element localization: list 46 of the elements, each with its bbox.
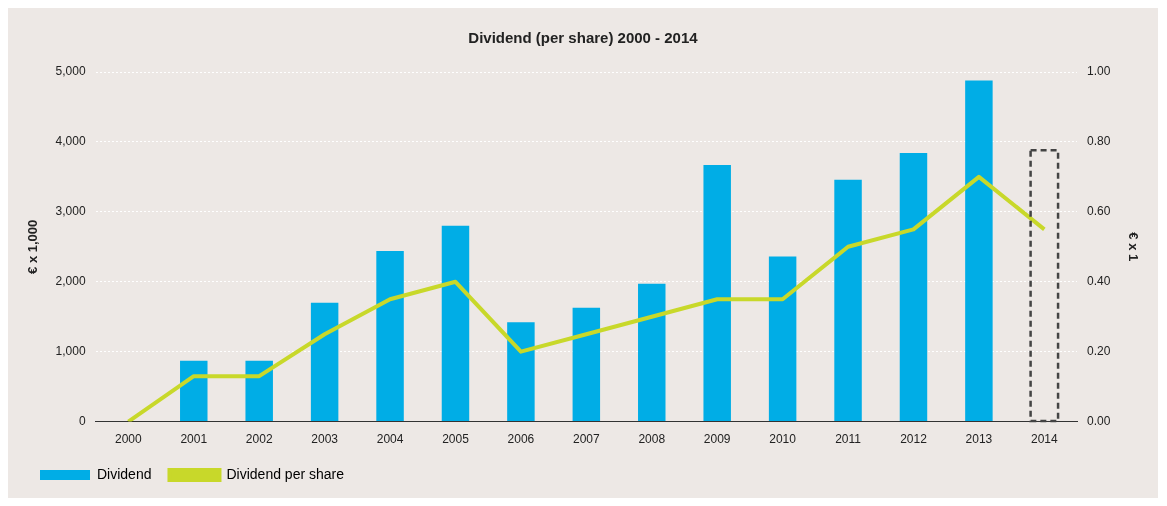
x-tick-label: 2008 <box>638 432 666 447</box>
x-tick-label: 2003 <box>311 432 339 447</box>
bar <box>768 256 797 422</box>
x-tick-label: 2005 <box>442 432 470 447</box>
legend-label: Dividend per share <box>226 465 345 482</box>
y-tick-label: 3,000 <box>55 204 86 219</box>
y-tick-label: 0 <box>78 413 86 428</box>
bar <box>507 322 535 422</box>
y2-tick-label: 1.00 <box>1087 64 1111 79</box>
bar <box>834 179 862 422</box>
x-tick-label: 2006 <box>507 432 535 447</box>
y2-tick-label: 0.20 <box>1087 343 1111 358</box>
bar <box>310 302 339 422</box>
bar <box>245 360 273 422</box>
bar <box>180 360 208 422</box>
x-tick-label: 2007 <box>572 432 601 447</box>
bar <box>1029 149 1060 423</box>
x-tick-label: 2000 <box>114 432 143 447</box>
x-tick-label: 2010 <box>769 432 797 447</box>
x-tick-label: 2011 <box>835 432 862 447</box>
x-tick-label: 2002 <box>245 432 273 447</box>
y-axis-title: € x 1,000 <box>25 219 41 274</box>
y2-tick-label: 0.80 <box>1087 134 1111 149</box>
x-tick-label: 2001 <box>180 432 208 447</box>
y-tick-label: 4,000 <box>55 134 86 149</box>
y2-tick-label: 0.00 <box>1087 413 1111 428</box>
x-tick-label: 2013 <box>965 432 993 447</box>
y-tick-label: 5,000 <box>55 64 86 79</box>
chart-title: Dividend (per share) 2000 - 2014 <box>468 29 699 47</box>
y2-axis-title: € x 1 <box>1125 232 1141 262</box>
bar <box>638 283 666 422</box>
bar <box>441 225 470 422</box>
x-tick-label: 2012 <box>900 432 928 447</box>
x-tick-label: 2009 <box>703 432 731 447</box>
bar <box>376 251 404 422</box>
y-tick-label: 2,000 <box>55 274 86 289</box>
y2-tick-label: 0.60 <box>1087 204 1111 219</box>
bar <box>965 80 993 422</box>
bar <box>703 164 731 422</box>
bar <box>572 307 601 422</box>
bar <box>899 153 928 422</box>
y-tick-label: 1,000 <box>55 343 86 358</box>
x-tick-label: 2014 <box>1030 432 1058 447</box>
x-tick-label: 2004 <box>376 432 404 447</box>
y2-tick-label: 0.40 <box>1087 274 1111 289</box>
legend-label: Dividend <box>97 465 152 482</box>
